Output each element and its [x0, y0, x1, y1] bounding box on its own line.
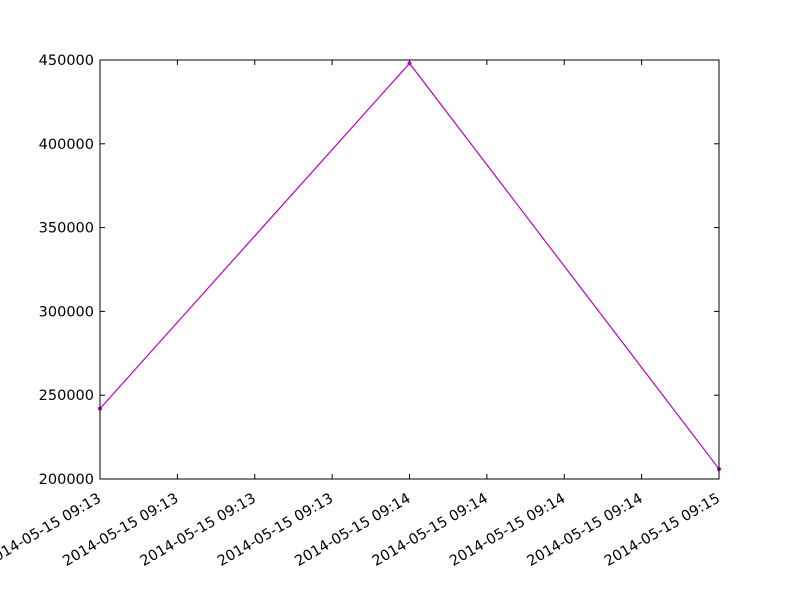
y-tick-label: 300000 — [39, 304, 94, 320]
y-tick-label: 450000 — [39, 53, 94, 69]
y-tick-label: 250000 — [39, 388, 94, 404]
y-axis: 200000 250000 300000 350000 400000 450000 — [39, 53, 719, 488]
y-tick-label: 350000 — [39, 221, 94, 237]
data-point — [407, 61, 412, 66]
plot-area — [100, 60, 719, 479]
y-tick-label: 400000 — [39, 137, 94, 153]
plot-frame — [99, 59, 720, 480]
y-tick-label: 200000 — [39, 472, 94, 488]
